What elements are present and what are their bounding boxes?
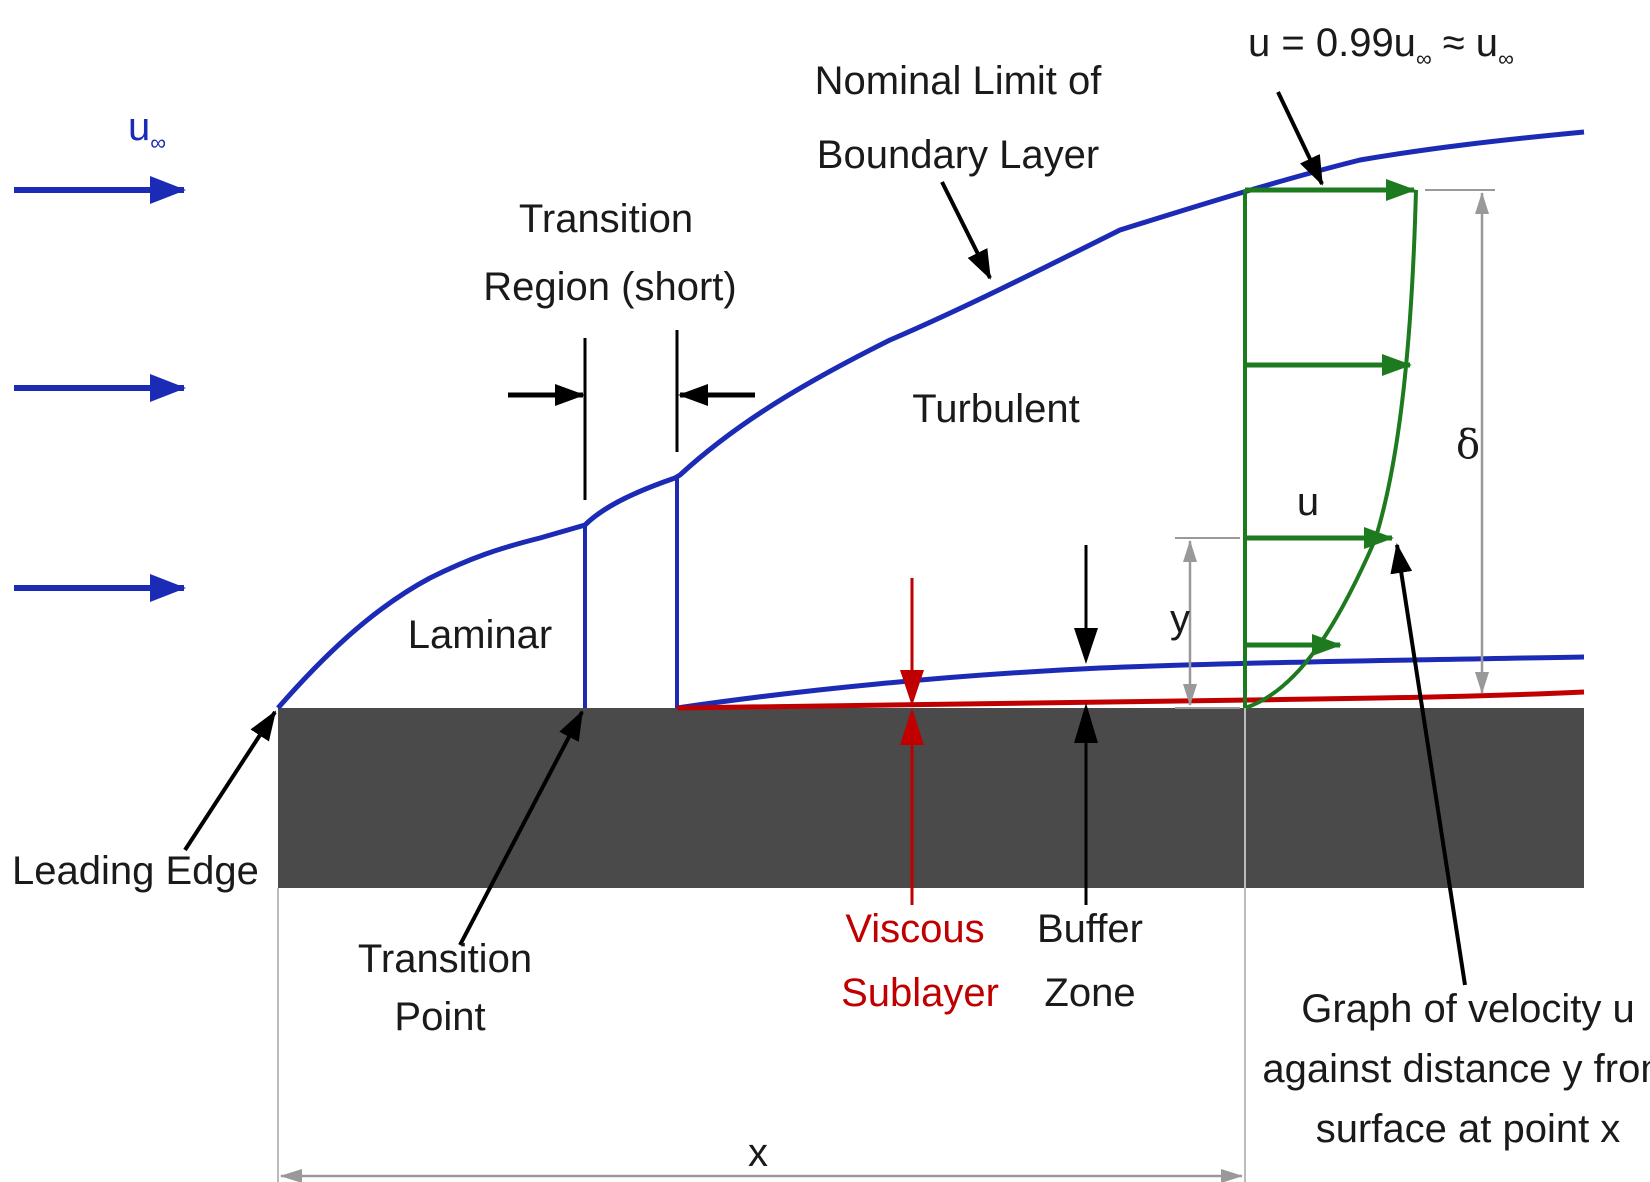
turbulent-label: Turbulent — [912, 387, 1080, 431]
transition-point-pointer — [458, 710, 584, 946]
velocity-profile-curve — [1244, 189, 1418, 710]
delta-label: δ — [1456, 422, 1480, 468]
x-label: x — [748, 1131, 768, 1175]
viscous-arrowhead-down — [900, 670, 924, 706]
graph-caption-line2: against distance y from — [1262, 1047, 1650, 1091]
nominal-limit-pointer — [940, 181, 992, 280]
buffer-zone-label-line1: Buffer — [1037, 907, 1143, 951]
transition-point-label-line1: Transition — [358, 937, 532, 981]
buffer-arrowhead-down — [1074, 628, 1098, 664]
viscous-arrowhead-up — [900, 708, 924, 745]
free-stream-velocity-label: u∞ — [128, 105, 166, 155]
transition-point-label-line2: Point — [394, 995, 485, 1039]
leading-edge-label: Leading Edge — [12, 849, 259, 893]
leading-edge-pointer — [183, 710, 277, 852]
u-label: u — [1297, 480, 1319, 524]
viscous-sublayer-label-line1: Viscous — [845, 907, 984, 951]
nominal-limit-label-line1: Nominal Limit of — [815, 59, 1103, 103]
viscous-sublayer-label-line2: Sublayer — [841, 971, 999, 1015]
boundary-layer-edge-curve — [276, 129, 1585, 710]
transition-region-label-line2: Region (short) — [483, 265, 736, 309]
edge-velocity-label: u = 0.99u∞ ≈ u∞ — [1248, 21, 1514, 71]
graph-caption-pointer — [1390, 543, 1467, 986]
nominal-limit-label-line2: Boundary Layer — [817, 133, 1099, 177]
graph-caption-line3: surface at point x — [1316, 1107, 1621, 1151]
flat-plate — [278, 708, 1584, 888]
edge-velocity-pointer — [1276, 91, 1324, 186]
viscous-sublayer-boundary — [676, 689, 1585, 711]
laminar-label: Laminar — [408, 613, 553, 657]
buffer-zone-label-line2: Zone — [1044, 971, 1135, 1015]
y-label: y — [1170, 597, 1190, 641]
buffer-arrowhead-up — [1074, 703, 1098, 743]
buffer-zone-boundary — [676, 654, 1585, 711]
graph-caption-line1: Graph of velocity u — [1301, 987, 1635, 1031]
transition-region-label-line1: Transition — [519, 197, 693, 241]
